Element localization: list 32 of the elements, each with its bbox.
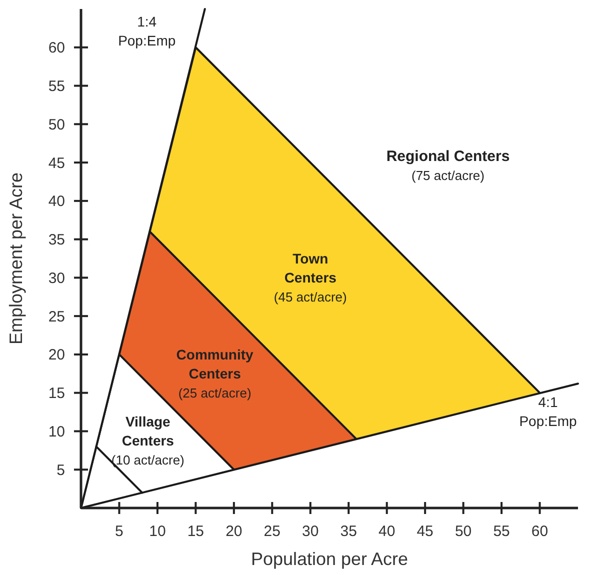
- x-tick-label: 10: [149, 523, 166, 540]
- y-tick-label: 50: [48, 116, 65, 134]
- y-tick-label: 40: [48, 193, 65, 210]
- series-label: Village Centers (10 act/acre): [111, 414, 184, 468]
- x-tick-label: 25: [264, 523, 280, 540]
- x-tick-label: 60: [531, 523, 548, 540]
- y-tick-label: 20: [48, 346, 65, 364]
- y-tick-label: 35: [48, 232, 65, 249]
- y-tick-label: 15: [48, 385, 65, 402]
- annotation: Regional Centers (75 act/acre): [386, 148, 510, 183]
- y-tick-label: 60: [48, 40, 65, 57]
- x-tick-label: 30: [302, 523, 319, 540]
- series-label: Town Centers (45 act/acre): [274, 250, 347, 305]
- y-tick-label: 25: [48, 308, 65, 326]
- series-label: 4:1 Pop:Emp: [519, 394, 578, 430]
- y-tick-label: 10: [48, 423, 65, 440]
- x-axis-title: Population per Acre: [250, 549, 408, 569]
- x-tick-label: 15: [187, 523, 204, 540]
- y-tick-label: 30: [48, 270, 65, 287]
- y-axis-title: Employment per Acre: [6, 172, 26, 345]
- x-tick-label: 20: [226, 523, 242, 540]
- series-label: Community Centers (25 act/acre): [176, 346, 254, 401]
- x-tick-label: 45: [416, 523, 434, 540]
- y-tick-label: 5: [56, 462, 65, 479]
- y-tick-label: 55: [48, 78, 65, 96]
- x-tick-label: 50: [454, 523, 472, 540]
- x-tick-label: 5: [115, 523, 124, 540]
- x-tick-label: 35: [340, 523, 357, 540]
- series-label: 1:4 Pop:Emp: [118, 13, 176, 48]
- x-tick-label: 55: [493, 523, 510, 540]
- y-tick-label: 45: [48, 154, 65, 172]
- x-tick-label: 40: [378, 523, 396, 540]
